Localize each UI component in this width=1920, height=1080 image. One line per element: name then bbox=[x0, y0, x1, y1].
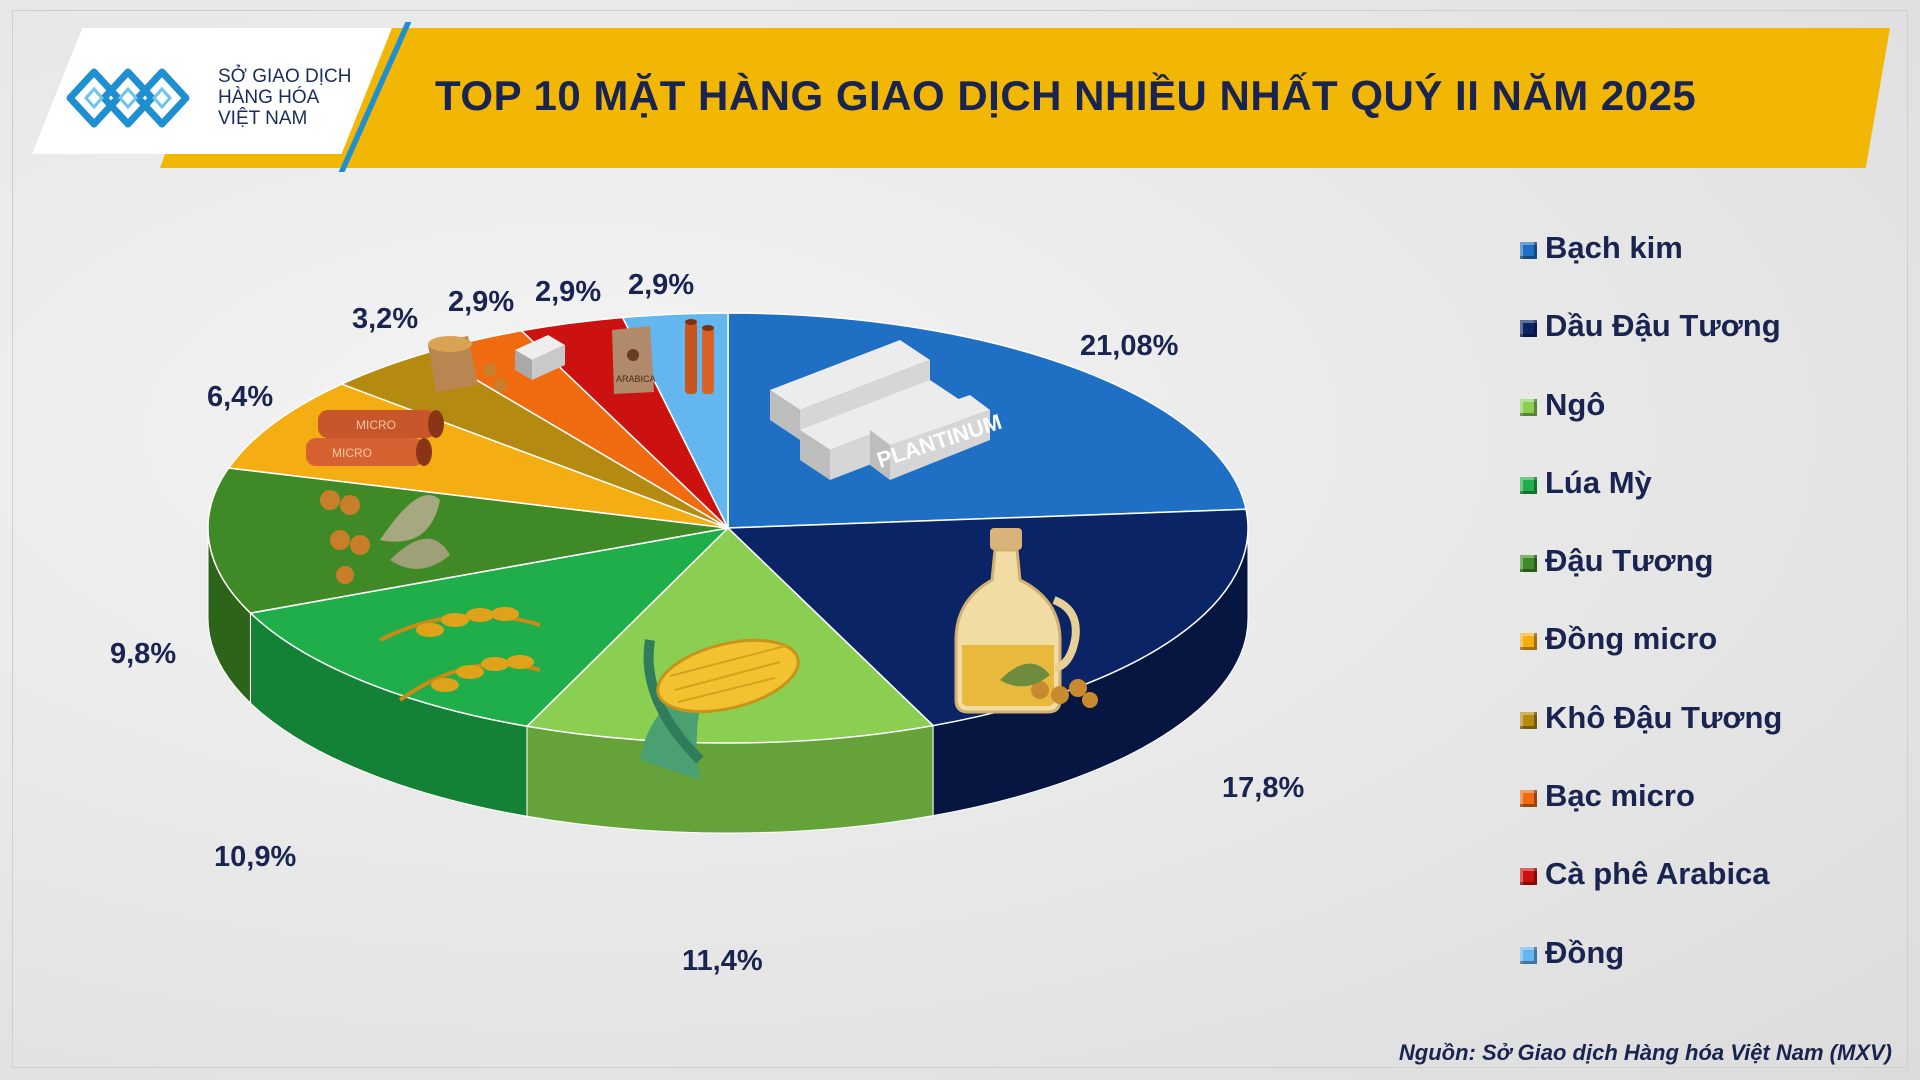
legend-swatch bbox=[1520, 555, 1537, 573]
legend-item-dau-tuong: Đậu Tương bbox=[1520, 543, 1900, 621]
soybean-meal-sack-icon bbox=[428, 336, 507, 392]
legend-swatch bbox=[1520, 633, 1537, 651]
silver-bars-icon bbox=[515, 335, 565, 380]
legend-label: Đồng bbox=[1545, 934, 1625, 970]
wheat-icon bbox=[379, 607, 541, 702]
copper-tube-text-1: MICRO bbox=[356, 418, 396, 432]
legend-item-dong-micro: Đồng micro bbox=[1520, 621, 1900, 699]
legend-swatch bbox=[1520, 868, 1537, 886]
legend-swatch bbox=[1520, 320, 1537, 338]
legend-label: Ngô bbox=[1545, 386, 1606, 422]
legend-item-dau-dau-tuong: Dầu Đậu Tương bbox=[1520, 308, 1900, 386]
header-bar bbox=[160, 28, 1890, 168]
slice-lua-my bbox=[248, 526, 731, 728]
value-label-dong: 2,9% bbox=[628, 269, 694, 301]
logo-line-2: HÀNG HÓA bbox=[218, 87, 320, 108]
soybean-icon bbox=[320, 490, 450, 584]
copper-tube-text-2: MICRO bbox=[332, 446, 372, 460]
legend-swatch bbox=[1520, 476, 1537, 494]
slice-ngo bbox=[525, 526, 935, 744]
logo-line-3: VIỆT NAM bbox=[218, 108, 308, 129]
legend-item-ca-phe-arabica: Cà phê Arabica bbox=[1520, 856, 1900, 934]
slide-frame bbox=[12, 10, 1908, 1068]
value-label-ca-phe-arabica: 2,9% bbox=[535, 276, 601, 308]
legend: Bạch kim Dầu Đậu Tương Ngô Lúa Mỳ Đậu Tư… bbox=[1520, 230, 1900, 1013]
legend-item-ngo: Ngô bbox=[1520, 387, 1900, 465]
legend-swatch bbox=[1520, 398, 1537, 416]
logo-line-1: SỞ GIAO DỊCH bbox=[218, 66, 352, 87]
value-label-lua-my: 10,9% bbox=[214, 841, 296, 873]
value-labels: 21,08% 17,8% 11,4% 10,9% 9,8% 6,4% 3,2% … bbox=[110, 269, 1304, 977]
coffee-bag-icon: ARABICA bbox=[612, 326, 656, 394]
oil-bottle-icon bbox=[954, 528, 1098, 714]
value-label-dau-dau-tuong: 17,8% bbox=[1222, 772, 1304, 804]
legend-swatch bbox=[1520, 711, 1537, 729]
legend-swatch bbox=[1520, 242, 1537, 259]
value-label-ngo: 11,4% bbox=[682, 945, 763, 977]
legend-label: Dầu Đậu Tương bbox=[1545, 308, 1781, 344]
copper-tubes-icon: MICRO MICRO bbox=[306, 410, 444, 466]
legend-label: Đồng micro bbox=[1545, 621, 1718, 657]
pie-sides bbox=[207, 527, 1249, 834]
legend-label: Lúa Mỳ bbox=[1545, 464, 1652, 500]
mxv-logo-icon bbox=[66, 68, 190, 128]
corn-icon bbox=[640, 638, 800, 780]
legend-swatch bbox=[1520, 790, 1537, 808]
legend-item-kho-dau-tuong: Khô Đậu Tương bbox=[1520, 700, 1900, 778]
value-label-dau-tuong: 9,8% bbox=[110, 638, 176, 670]
slice-illustrations: PLANTINUM bbox=[306, 319, 1098, 780]
legend-label: Cà phê Arabica bbox=[1545, 856, 1770, 892]
page-title: TOP 10 MẶT HÀNG GIAO DỊCH NHIỀU NHẤT QUÝ… bbox=[435, 72, 1697, 119]
value-label-kho-dau-tuong: 3,2% bbox=[352, 303, 418, 335]
coffee-bag-text: ARABICA bbox=[616, 374, 656, 384]
legend-label: Khô Đậu Tương bbox=[1545, 699, 1783, 735]
legend-item-bach-kim: Bạch kim bbox=[1520, 230, 1900, 308]
source-note: Nguồn: Sở Giao dịch Hàng hóa Việt Nam (M… bbox=[1398, 1040, 1892, 1065]
legend-item-bac-micro: Bạc micro bbox=[1520, 778, 1900, 856]
legend-item-dong: Đồng bbox=[1520, 935, 1900, 1013]
value-label-bac-micro: 2,9% bbox=[448, 286, 514, 318]
legend-swatch bbox=[1520, 946, 1537, 964]
legend-label: Bạch kim bbox=[1545, 230, 1683, 265]
logo-text: SỞ GIAO DỊCH HÀNG HÓA VIỆT NAM bbox=[218, 66, 351, 129]
value-label-dong-micro: 6,4% bbox=[207, 381, 273, 413]
copper-pipes-icon bbox=[685, 319, 714, 394]
legend-item-lua-my: Lúa Mỳ bbox=[1520, 465, 1900, 543]
legend-label: Bạc micro bbox=[1545, 778, 1695, 814]
legend-label: Đậu Tương bbox=[1545, 543, 1714, 579]
value-label-bach-kim: 21,08% bbox=[1080, 330, 1179, 362]
